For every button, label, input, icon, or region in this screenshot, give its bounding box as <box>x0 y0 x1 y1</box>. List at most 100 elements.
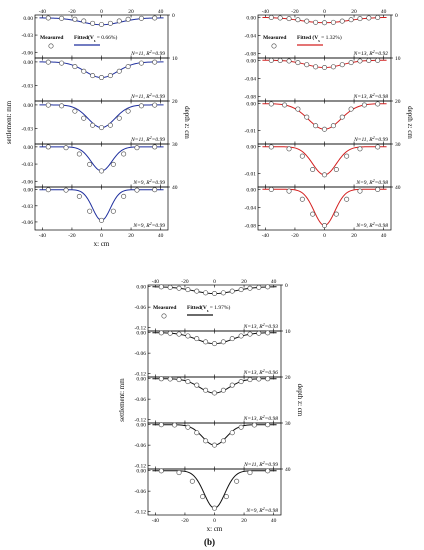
x-tick-label-top: 20 <box>128 9 134 15</box>
measured-point <box>212 505 218 511</box>
x-tick-label-bottom: -20 <box>181 518 189 524</box>
x-tick-label-top: -40 <box>39 9 47 15</box>
panel-annotation: N=13, R2=0.98 <box>353 92 389 101</box>
measured-point <box>366 15 372 21</box>
measured-point <box>45 102 51 108</box>
measured-point <box>357 188 363 194</box>
measured-point <box>265 376 271 382</box>
measured-point <box>310 211 316 217</box>
y-tick-label: -0.06 <box>22 220 34 226</box>
measured-point <box>247 470 253 476</box>
measured-point <box>265 284 271 290</box>
measured-point <box>158 284 164 290</box>
measured-point <box>203 290 209 296</box>
measured-point <box>63 187 69 193</box>
fitted-curve <box>262 188 387 226</box>
measured-point <box>45 59 51 65</box>
measured-point <box>321 65 327 71</box>
measured-point <box>286 16 292 22</box>
depth-tick-label: 40 <box>172 185 178 191</box>
measured-point <box>251 422 257 428</box>
measured-point <box>59 15 65 21</box>
measured-point <box>238 287 244 293</box>
y-tick-label: 0.00 <box>23 188 33 194</box>
fitted-curve <box>262 103 387 130</box>
measured-point <box>304 62 310 68</box>
x-tick-label-bottom: 40 <box>381 233 387 239</box>
y-tick-label: -0.04 <box>245 33 257 39</box>
measured-point <box>167 284 173 290</box>
y-tick-label: 0.00 <box>23 145 33 151</box>
measured-point <box>220 387 226 393</box>
measured-point <box>99 21 105 27</box>
measured-point <box>295 60 301 66</box>
measured-point <box>286 188 292 194</box>
measured-point <box>152 59 158 65</box>
measured-point <box>357 16 363 22</box>
measured-point <box>339 18 345 24</box>
x-tick-label-top: 0 <box>323 9 326 15</box>
panel-a-30: 0.00 -0.03 -0.06 30 N=9, R2=0.99 <box>22 142 178 188</box>
measured-point <box>304 114 310 120</box>
measured-point <box>321 126 327 132</box>
measured-point <box>134 187 140 193</box>
panel-b-10: 0.00 -0.04 -0.08 10 N=13, R2=0.98 <box>245 56 401 102</box>
measured-point <box>366 58 372 64</box>
measured-point <box>268 144 274 150</box>
measured-point <box>99 168 105 174</box>
measured-point <box>212 291 218 297</box>
panel-annotation: N=13, R2=0.93 <box>243 322 279 331</box>
x-tick-label-bottom: -20 <box>291 233 299 239</box>
panel-c-40: 0.00 -0.06 -0.12 40 N=9, R2=0.98 <box>135 467 291 516</box>
measured-point <box>229 336 235 342</box>
x-axis-title: x: cm <box>94 240 110 248</box>
measured-point <box>90 73 96 79</box>
legend-fitted-label: Fitted(Vs = 0.66%) <box>74 34 117 43</box>
measured-point <box>81 18 87 24</box>
measured-point <box>229 382 235 388</box>
measured-point <box>138 60 144 66</box>
measured-point <box>152 15 158 21</box>
depth-tick-label: 20 <box>285 375 291 381</box>
depth-tick-label: 20 <box>172 99 178 105</box>
y-tick-label: -0.06 <box>135 443 147 449</box>
measured-point <box>185 379 191 385</box>
measured-point <box>76 151 82 157</box>
measured-point <box>333 211 339 217</box>
measured-point <box>321 172 327 178</box>
measured-point <box>185 333 191 339</box>
measured-point <box>247 331 253 337</box>
y-tick-label: -0.01 <box>245 129 257 135</box>
measured-point <box>110 208 116 214</box>
measured-point <box>375 14 381 20</box>
x-tick-label-top: -40 <box>152 279 160 285</box>
y-tick-label: -0.12 <box>135 326 147 332</box>
panel-annotation: N=13, R2=0.98 <box>243 414 279 423</box>
measured-point <box>72 16 78 22</box>
measured-point <box>234 478 240 484</box>
measured-point <box>72 64 78 70</box>
x-tick-label-top: -20 <box>181 279 189 285</box>
measured-point <box>45 144 51 150</box>
depth-tick-label: 10 <box>172 56 178 62</box>
measured-point <box>229 288 235 294</box>
measured-point <box>212 341 218 347</box>
depth-tick-label: 40 <box>285 467 291 473</box>
measured-point <box>256 284 262 290</box>
y2-axis-title: depth z: cm <box>406 106 414 139</box>
fitted-curve <box>262 146 387 176</box>
panel-annotation: N=11, R2=0.99 <box>243 460 278 469</box>
measured-point <box>310 167 316 173</box>
y2-axis-title: depth z: cm <box>183 106 191 139</box>
measured-point <box>282 102 288 108</box>
measured-point <box>121 193 127 199</box>
y-tick-label: 0.00 <box>136 331 146 337</box>
measured-point <box>333 167 339 173</box>
measured-point <box>203 387 209 393</box>
measured-point <box>313 123 319 129</box>
measured-point <box>286 58 292 64</box>
measured-point <box>121 151 127 157</box>
measured-point <box>348 17 354 23</box>
y-tick-label: 0.00 <box>136 469 146 475</box>
y-tick-label: 0.00 <box>23 60 33 66</box>
